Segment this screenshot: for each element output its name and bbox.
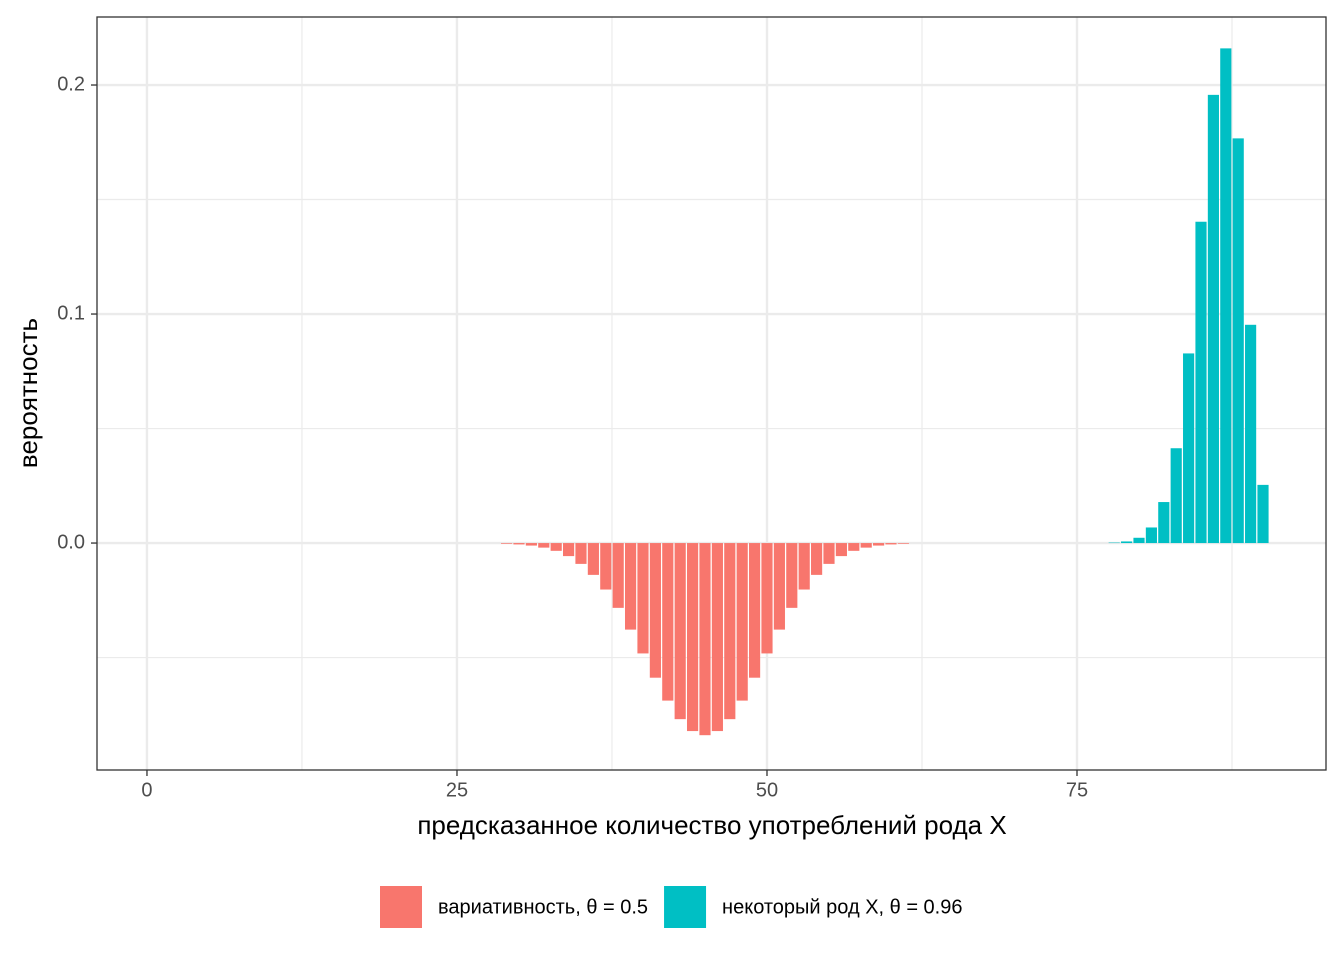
bar — [538, 543, 550, 548]
y-axis-label: вероятность — [13, 318, 43, 468]
bar — [835, 543, 847, 557]
bar — [575, 543, 587, 564]
bar — [649, 543, 661, 678]
bar — [587, 543, 599, 575]
bar — [563, 543, 575, 557]
bar — [773, 543, 785, 630]
legend: вариативность, θ = 0.5 некоторый род X, θ… — [380, 886, 963, 928]
bar — [612, 543, 624, 608]
bar — [662, 543, 674, 701]
bar — [1133, 537, 1145, 544]
y-tick-label: 0.2 — [57, 73, 85, 95]
x-tick-label: 75 — [1066, 779, 1088, 801]
bar — [823, 543, 835, 564]
legend-key — [380, 886, 422, 928]
bar — [1158, 502, 1170, 544]
bar — [897, 543, 909, 544]
bar — [674, 543, 686, 720]
bar — [873, 543, 885, 546]
grid — [97, 17, 1326, 770]
bars — [501, 48, 1269, 736]
bar — [699, 543, 711, 736]
bar — [1121, 541, 1133, 544]
legend-key — [664, 886, 707, 928]
bar — [798, 543, 810, 590]
bar — [711, 543, 723, 732]
bar — [1245, 324, 1257, 544]
bar — [860, 543, 872, 548]
bar — [1145, 527, 1157, 544]
bar — [811, 543, 823, 575]
bar — [749, 543, 761, 678]
panel-border — [96, 16, 1327, 771]
bar — [724, 543, 736, 720]
bar — [687, 543, 699, 732]
legend-label: некоторый род X, θ = 0.96 — [722, 896, 962, 918]
legend-label: вариативность, θ = 0.5 — [438, 896, 648, 918]
bar — [1257, 484, 1269, 544]
y-tick-label: 0.0 — [57, 531, 85, 553]
bar — [786, 543, 798, 608]
x-tick-label: 50 — [756, 779, 778, 801]
bar — [625, 543, 637, 630]
bar — [513, 543, 525, 545]
bar — [600, 543, 612, 590]
bar — [761, 543, 773, 654]
y-tick-label: 0.1 — [57, 302, 85, 324]
bar — [1232, 138, 1244, 544]
bar — [1170, 448, 1182, 544]
x-axis-label: предсказанное количество употреблений ро… — [417, 810, 1006, 840]
bar — [1183, 353, 1195, 544]
bar — [550, 543, 562, 551]
bar — [736, 543, 748, 701]
bar — [848, 543, 860, 551]
bar — [501, 543, 513, 544]
bar — [885, 543, 897, 545]
bar — [1207, 94, 1219, 544]
bar — [1220, 48, 1232, 544]
bar — [1195, 221, 1207, 544]
bar — [525, 543, 537, 546]
x-tick-label: 25 — [446, 779, 468, 801]
bar — [637, 543, 649, 654]
x-tick-label: 0 — [141, 779, 152, 801]
